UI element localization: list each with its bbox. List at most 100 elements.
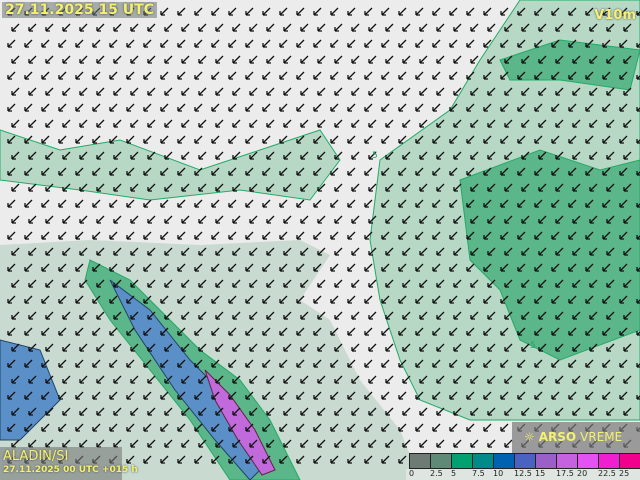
wind-arrow (517, 391, 526, 400)
wind-arrow (313, 231, 322, 240)
wind-arrow (249, 247, 258, 256)
wind-arrow (28, 119, 37, 128)
wind-arrow (198, 375, 207, 384)
wind-arrow (551, 327, 560, 336)
wind-arrow (398, 295, 407, 304)
wind-arrow (266, 55, 275, 64)
wind-arrow (228, 167, 237, 176)
wind-arrow (347, 295, 356, 304)
wind-arrow (7, 327, 16, 336)
wind-arrow (453, 215, 462, 224)
wind-arrow (249, 119, 258, 128)
wind-arrow (568, 359, 577, 368)
wind-arrow (466, 7, 475, 16)
wind-arrow (75, 103, 84, 112)
wind-arrow (126, 103, 135, 112)
wind-arrow (602, 135, 611, 144)
wind-arrow (436, 439, 445, 448)
wind-arrow (41, 71, 50, 80)
wind-arrow (483, 423, 492, 432)
wind-arrow (636, 267, 640, 272)
wind-arrow (317, 23, 326, 32)
wind-arrow (470, 247, 479, 256)
wind-arrow (262, 71, 271, 80)
wind-arrow (330, 295, 339, 304)
legend-swatch (536, 454, 557, 468)
wind-arrow (58, 71, 67, 80)
wind-arrow (483, 7, 492, 16)
wind-arrow (11, 279, 20, 288)
wind-arrow (589, 375, 598, 384)
wind-arrow (296, 167, 305, 176)
wind-arrow (11, 407, 20, 416)
wind-arrow (602, 7, 611, 16)
wind-arrow (568, 7, 577, 16)
wind-arrow (58, 103, 67, 112)
wind-arrow (211, 71, 220, 80)
wind-arrow (619, 135, 628, 144)
wind-arrow (351, 279, 360, 288)
wind-arrow (517, 231, 526, 240)
wind-arrow (75, 135, 84, 144)
wind-arrow (262, 455, 271, 464)
wind-arrow (58, 295, 67, 304)
wind-arrow (487, 247, 496, 256)
wind-arrow (41, 103, 50, 112)
wind-arrow (28, 311, 37, 320)
wind-arrow (296, 263, 305, 272)
wind-arrow (538, 55, 547, 64)
wind-arrow (419, 55, 428, 64)
wind-arrow (385, 407, 394, 416)
wind-arrow (177, 231, 186, 240)
wind-arrow (7, 71, 16, 80)
wind-arrow (28, 247, 37, 256)
wind-arrow (449, 263, 458, 272)
wind-arrow (585, 263, 594, 272)
wind-arrow (636, 11, 640, 16)
wind-arrow (300, 407, 309, 416)
wind-arrow (7, 263, 16, 272)
wind-arrow (381, 167, 390, 176)
wind-arrow (602, 71, 611, 80)
wind-arrow (130, 247, 139, 256)
wind-arrow (517, 39, 526, 48)
wind-arrow (483, 135, 492, 144)
wind-arrow (177, 391, 186, 400)
wind-arrow (7, 391, 16, 400)
wind-arrow (194, 359, 203, 368)
wind-arrow (555, 87, 564, 96)
wind-arrow (619, 103, 628, 112)
wind-arrow (504, 343, 513, 352)
wind-arrow (313, 423, 322, 432)
wind-arrow (534, 135, 543, 144)
wind-arrow (96, 343, 105, 352)
wind-arrow (585, 167, 594, 176)
wind-arrow (126, 295, 135, 304)
wind-arrow (585, 71, 594, 80)
wind-arrow (500, 7, 509, 16)
brand-light: VREME (580, 430, 623, 444)
wind-arrow (568, 295, 577, 304)
wind-arrow (487, 375, 496, 384)
wind-arrow (283, 439, 292, 448)
wind-arrow (92, 103, 101, 112)
wind-arrow (228, 135, 237, 144)
wind-arrow (92, 263, 101, 272)
wind-arrow (143, 231, 152, 240)
wind-arrow (177, 327, 186, 336)
wind-arrow (483, 295, 492, 304)
wind-arrow (453, 183, 462, 192)
wind-arrow (504, 375, 513, 384)
wind-arrow (62, 311, 71, 320)
wind-arrow (398, 103, 407, 112)
wind-arrow (500, 167, 509, 176)
wind-arrow (398, 135, 407, 144)
wind-arrow (313, 135, 322, 144)
wind-arrow (198, 279, 207, 288)
wind-arrow (160, 391, 169, 400)
wind-arrow (300, 311, 309, 320)
wind-arrow (58, 327, 67, 336)
wind-arrow (283, 87, 292, 96)
wind-arrow (402, 439, 411, 448)
wind-arrow (572, 55, 581, 64)
